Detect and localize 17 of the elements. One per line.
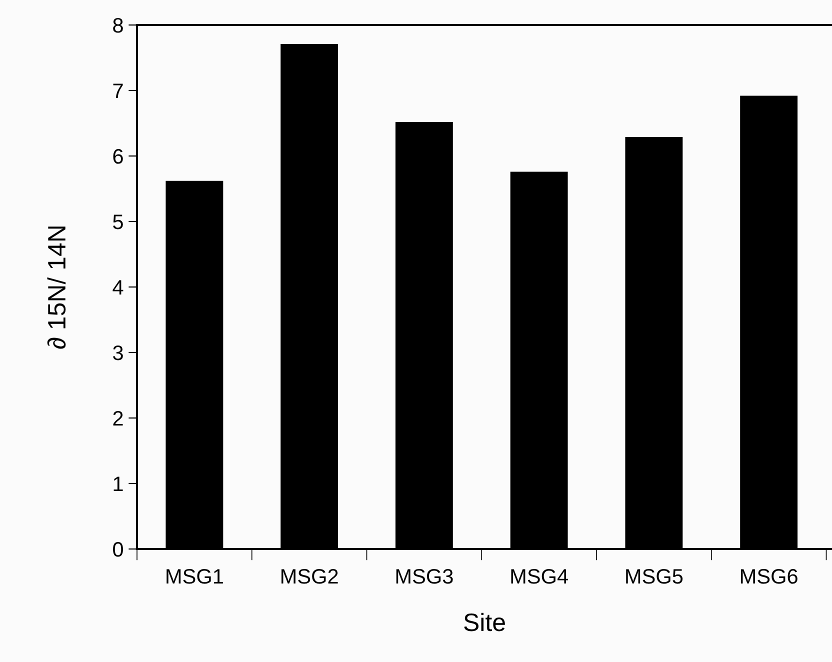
x-tick-label: MSG3 [396, 568, 453, 584]
x-tick-label: MSG1 [166, 568, 223, 584]
y-tick-label: 4 [112, 280, 124, 295]
y-tick-label: 7 [113, 84, 123, 98]
x-tick-label: MSG4 [511, 568, 568, 584]
x-tick-label: MSG5 [626, 568, 683, 584]
y-tick-label: 2 [113, 411, 123, 426]
y-tick-label: 6 [113, 149, 123, 164]
y-tick-label: 0 [113, 542, 123, 557]
x-tick-label: MSG2 [282, 568, 338, 584]
y-axis-title: ∂ 15N/ 14N [47, 226, 66, 349]
y-tick-label: 5 [113, 214, 123, 230]
x-tick-label: MSG6 [741, 568, 798, 584]
x-axis-title: Site [464, 612, 505, 632]
y-tick-label: 8 [113, 18, 123, 33]
y-tick-label: 1 [114, 476, 123, 492]
y-tick-label: 3 [113, 346, 123, 360]
